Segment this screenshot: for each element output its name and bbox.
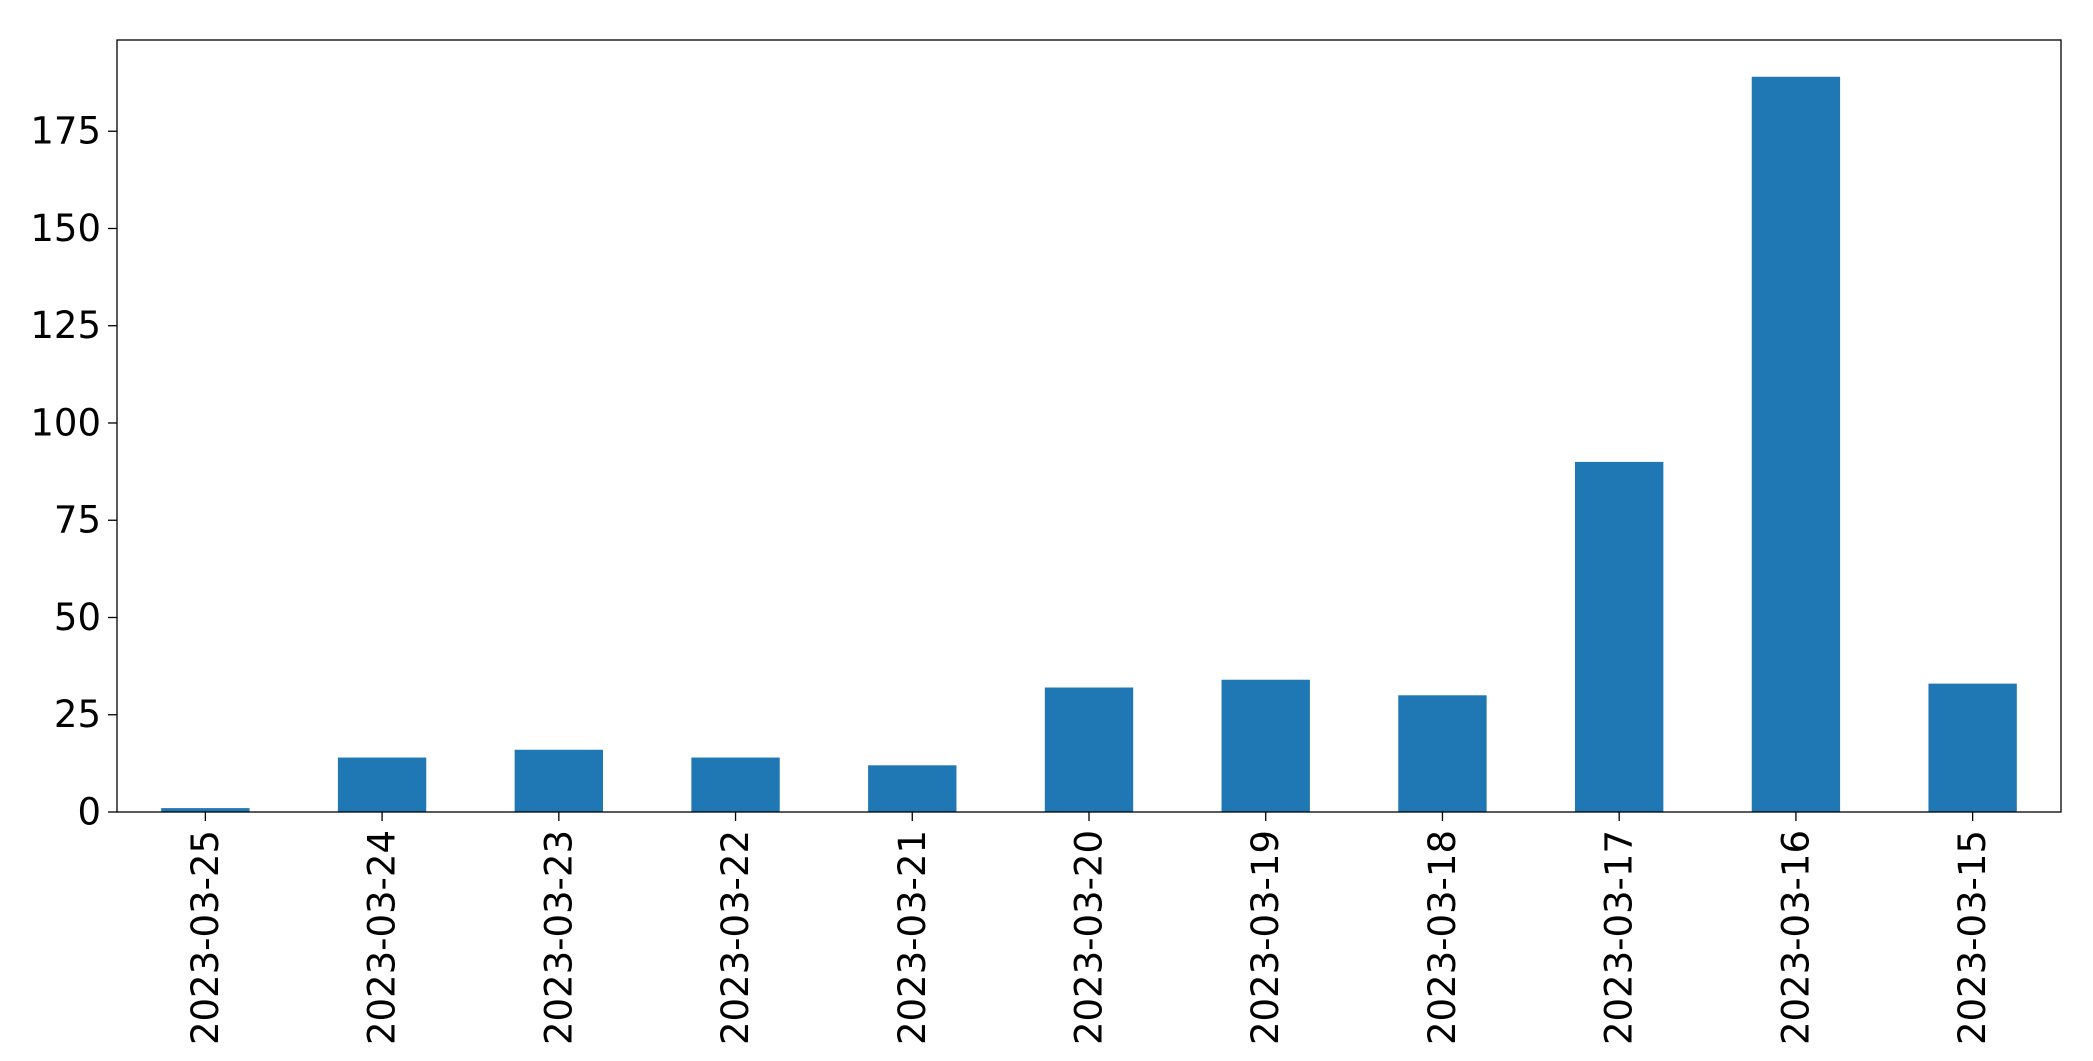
bars-group bbox=[161, 76, 2017, 812]
x-tick-label: 2023-03-24 bbox=[361, 830, 404, 1045]
y-tick-label: 50 bbox=[54, 596, 101, 639]
bar-2023-03-25 bbox=[161, 808, 250, 812]
y-tick-label: 75 bbox=[54, 499, 101, 542]
y-axis: 0 25 50 75 100 125 150 175 bbox=[30, 110, 117, 834]
x-tick-label: 2023-03-15 bbox=[1951, 830, 1994, 1045]
bar-2023-03-18 bbox=[1398, 695, 1487, 812]
bar-2023-03-23 bbox=[514, 749, 603, 812]
bar-2023-03-16 bbox=[1751, 76, 1841, 812]
bar-2023-03-15 bbox=[1928, 683, 2017, 812]
bar-2023-03-21 bbox=[868, 765, 957, 812]
bar-2023-03-22 bbox=[691, 757, 780, 812]
x-tick-label: 2023-03-19 bbox=[1244, 830, 1287, 1045]
bar-2023-03-19 bbox=[1221, 679, 1310, 812]
y-tick-label: 125 bbox=[30, 304, 101, 347]
y-tick-label: 100 bbox=[30, 401, 101, 444]
y-tick-label: 25 bbox=[54, 693, 101, 736]
x-tick-label: 2023-03-18 bbox=[1421, 830, 1464, 1045]
bar-2023-03-24 bbox=[337, 757, 427, 812]
y-tick-label: 150 bbox=[30, 207, 101, 250]
bar-2023-03-17 bbox=[1575, 461, 1664, 812]
plot-frame bbox=[116, 39, 2062, 813]
bar-2023-03-20 bbox=[1044, 687, 1134, 812]
x-axis: 2023-03-25 2023-03-24 2023-03-23 2023-03-22… bbox=[184, 812, 1994, 1045]
x-tick-label: 2023-03-23 bbox=[537, 830, 580, 1045]
x-tick-label: 2023-03-25 bbox=[184, 830, 227, 1045]
x-tick-label: 2023-03-16 bbox=[1774, 830, 1817, 1045]
x-tick-label: 2023-03-22 bbox=[714, 830, 757, 1045]
x-tick-label: 2023-03-17 bbox=[1598, 830, 1641, 1045]
y-tick-label: 0 bbox=[77, 791, 101, 834]
x-tick-label: 2023-03-20 bbox=[1068, 830, 1111, 1045]
x-tick-label: 2023-03-21 bbox=[891, 830, 934, 1045]
y-tick-label: 175 bbox=[30, 110, 101, 153]
